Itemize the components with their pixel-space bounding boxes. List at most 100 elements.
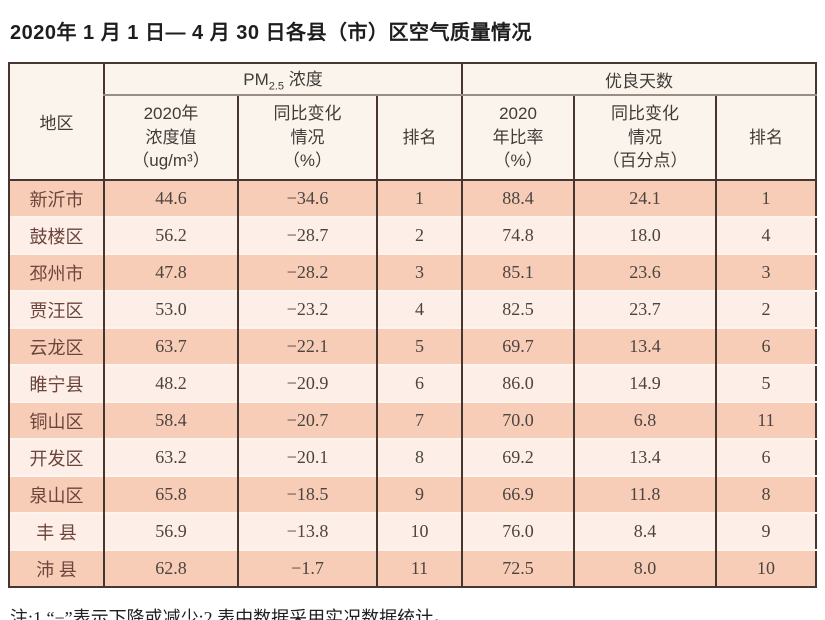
cell-region: 开发区	[8, 438, 104, 476]
cell-region: 沛 县	[8, 549, 104, 587]
table-row: 鼓楼区 56.2 −28.7 2 74.8 18.0 4	[8, 216, 817, 254]
cell-days-rank: 4	[715, 216, 817, 254]
cell-days-rate: 85.1	[461, 253, 575, 291]
pm25-label: PM2.5 浓度	[243, 70, 323, 93]
table-row: 沛 县 62.8 −1.7 11 72.5 8.0 10	[8, 549, 817, 587]
cell-pm25-rank: 8	[375, 438, 463, 476]
cell-days-rank: 6	[715, 438, 817, 476]
header-days-change: 同比变化 情况 （百分点）	[573, 95, 717, 181]
cell-pm25-rank: 7	[375, 401, 463, 439]
cell-days-rank: 10	[715, 549, 817, 587]
cell-pm25-value: 63.2	[103, 438, 238, 476]
cell-pm25-value: 48.2	[103, 364, 238, 402]
cell-days-rate: 74.8	[461, 216, 575, 254]
cell-pm25-rank: 4	[375, 290, 463, 328]
cell-days-rank: 5	[715, 364, 817, 402]
cell-days-change: 23.6	[573, 253, 717, 291]
cell-pm25-value: 65.8	[103, 475, 238, 513]
header-pm25-value: 2020年 浓度值 （ug/m³）	[103, 95, 238, 181]
cell-days-change: 6.8	[573, 401, 717, 439]
cell-days-rate: 66.9	[461, 475, 575, 513]
cell-days-rate: 69.7	[461, 327, 575, 365]
cell-days-rank: 11	[715, 401, 817, 439]
table-row: 丰 县 56.9 −13.8 10 76.0 8.4 9	[8, 512, 817, 550]
table-row: 云龙区 63.7 −22.1 5 69.7 13.4 6	[8, 327, 817, 365]
cell-region: 丰 县	[8, 512, 104, 550]
cell-days-rank: 6	[715, 327, 817, 365]
cell-days-rank: 8	[715, 475, 817, 513]
cell-pm25-change: −28.7	[237, 216, 377, 254]
cell-pm25-rank: 11	[375, 549, 463, 587]
cell-pm25-change: −18.5	[237, 475, 377, 513]
cell-pm25-rank: 6	[375, 364, 463, 402]
cell-days-change: 23.7	[573, 290, 717, 328]
cell-days-rank: 2	[715, 290, 817, 328]
cell-days-rate: 70.0	[461, 401, 575, 439]
cell-days-rank: 9	[715, 512, 817, 550]
cell-pm25-change: −20.7	[237, 401, 377, 439]
header-group-pm25: PM2.5 浓度	[102, 63, 463, 96]
air-quality-table: 地区 PM2.5 浓度 优良天数 2020年 浓度值 （ug/m³） 同比变化 …	[8, 62, 818, 588]
cell-days-change: 13.4	[573, 327, 717, 365]
cell-region: 鼓楼区	[8, 216, 104, 254]
cell-days-rate: 88.4	[461, 180, 575, 217]
cell-pm25-value: 58.4	[103, 401, 238, 439]
cell-pm25-change: −1.7	[237, 549, 377, 587]
table-row: 睢宁县 48.2 −20.9 6 86.0 14.9 5	[8, 364, 817, 402]
cell-pm25-value: 56.9	[103, 512, 238, 550]
cell-region: 睢宁县	[8, 364, 104, 402]
header-days-rate: 2020 年比率 （%）	[461, 95, 575, 181]
cell-pm25-value: 44.6	[103, 180, 238, 217]
table-row: 贾汪区 53.0 −23.2 4 82.5 23.7 2	[8, 290, 817, 328]
cell-days-change: 8.0	[573, 549, 717, 587]
cell-days-change: 14.9	[573, 364, 717, 402]
group-header-row: 地区 PM2.5 浓度 优良天数	[8, 63, 817, 181]
table-row: 铜山区 58.4 −20.7 7 70.0 6.8 11	[8, 401, 817, 439]
cell-pm25-value: 47.8	[103, 253, 238, 291]
cell-pm25-rank: 9	[375, 475, 463, 513]
header-pm25-change: 同比变化 情况 （%）	[237, 95, 377, 181]
sub-header-row: 2020年 浓度值 （ug/m³） 同比变化 情况 （%） 排名 2020 年比…	[9, 95, 817, 181]
cell-region: 云龙区	[8, 327, 104, 365]
cell-pm25-rank: 3	[375, 253, 463, 291]
table-row: 泉山区 65.8 −18.5 9 66.9 11.8 8	[8, 475, 817, 513]
cell-pm25-value: 62.8	[103, 549, 238, 587]
cell-days-rate: 76.0	[461, 512, 575, 550]
cell-pm25-rank: 5	[375, 327, 463, 365]
table-row: 开发区 63.2 −20.1 8 69.2 13.4 6	[8, 438, 817, 476]
cell-days-change: 11.8	[573, 475, 717, 513]
cell-pm25-change: −34.6	[237, 180, 377, 217]
cell-pm25-value: 53.0	[103, 290, 238, 328]
cell-days-rate: 72.5	[461, 549, 575, 587]
cell-region: 新沂市	[8, 180, 104, 217]
cell-pm25-change: −23.2	[237, 290, 377, 328]
cell-pm25-rank: 1	[375, 180, 463, 217]
cell-pm25-value: 56.2	[103, 216, 238, 254]
table-header: 地区 PM2.5 浓度 优良天数 2020年 浓度值 （ug/m³） 同比变化 …	[8, 63, 817, 181]
table-row: 新沂市 44.6 −34.6 1 88.4 24.1 1	[8, 180, 817, 217]
cell-pm25-rank: 10	[375, 512, 463, 550]
table-row: 邳州市 47.8 −28.2 3 85.1 23.6 3	[8, 253, 817, 291]
footnote: 注:1.“−”表示下降或减少;2.表中数据采用实况数据统计。	[10, 608, 452, 620]
cell-pm25-change: −20.9	[237, 364, 377, 402]
cell-region: 泉山区	[8, 475, 104, 513]
pm25-subscript: 2.5	[268, 80, 285, 93]
cell-pm25-change: −22.1	[237, 327, 377, 365]
cell-pm25-change: −20.1	[237, 438, 377, 476]
cell-days-rate: 86.0	[461, 364, 575, 402]
header-pm25-rank: 排名	[375, 95, 463, 181]
cell-days-rank: 1	[715, 180, 817, 217]
header-days-rank: 排名	[715, 95, 817, 181]
cell-days-rank: 3	[715, 253, 817, 291]
cell-pm25-rank: 2	[375, 216, 463, 254]
cell-days-change: 8.4	[573, 512, 717, 550]
cell-days-rate: 82.5	[461, 290, 575, 328]
cell-days-change: 18.0	[573, 216, 717, 254]
cell-days-change: 24.1	[573, 180, 717, 217]
cell-pm25-change: −13.8	[237, 512, 377, 550]
header-region: 地区	[8, 63, 104, 181]
cell-region: 铜山区	[8, 401, 104, 439]
header-group-good-days: 优良天数	[461, 63, 817, 96]
table-body: 新沂市 44.6 −34.6 1 88.4 24.1 1 鼓楼区 56.2 −2…	[8, 180, 817, 587]
